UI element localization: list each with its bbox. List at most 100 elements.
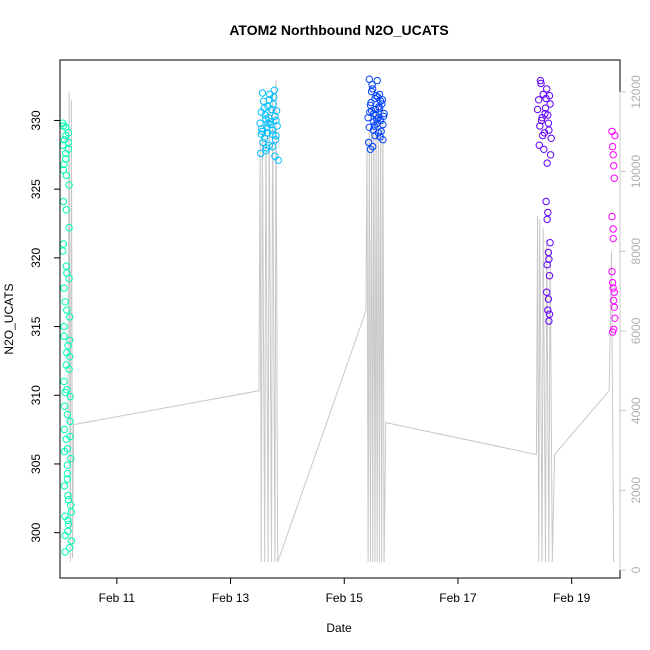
data-point [537, 79, 545, 88]
data-point [67, 537, 76, 545]
data-point [546, 100, 554, 108]
series-4 [533, 76, 555, 325]
data-point [373, 115, 381, 123]
data-point [546, 239, 554, 247]
data-point [259, 138, 267, 147]
data-point [366, 145, 375, 154]
data-point [271, 136, 280, 144]
data-point [541, 109, 549, 118]
data-point [610, 288, 618, 296]
data-point [379, 136, 387, 144]
data-point [62, 361, 71, 369]
data-point [62, 435, 71, 443]
data-point [367, 98, 375, 107]
y-tick-label: 310 [29, 385, 43, 405]
data-point [63, 461, 72, 469]
data-point [545, 126, 553, 134]
data-point [374, 114, 383, 122]
data-point [270, 86, 278, 94]
data-point [264, 114, 273, 122]
data-point [373, 76, 381, 85]
y2-tick-label: 2000 [629, 477, 643, 504]
data-point [272, 131, 280, 140]
data-point [544, 295, 553, 303]
data-point [62, 206, 71, 214]
plot-frame [59, 59, 621, 579]
data-point [67, 508, 76, 516]
data-point [545, 92, 554, 100]
y-tick-label: 315 [29, 316, 43, 336]
series-1 [59, 119, 76, 556]
data-point [60, 136, 69, 144]
data-point [543, 159, 551, 167]
data-point [375, 104, 384, 112]
data-point [544, 119, 553, 127]
series-5 [608, 127, 619, 336]
data-point [608, 212, 616, 221]
data-point [59, 240, 68, 248]
data-point [64, 129, 73, 137]
data-point [540, 145, 548, 154]
y2-tick-label: 12000 [629, 75, 643, 109]
data-point [609, 284, 617, 292]
data-point [365, 75, 373, 83]
data-point [611, 314, 619, 322]
data-point [64, 496, 73, 504]
data-point [610, 162, 618, 170]
data-point [63, 269, 71, 277]
data-point [379, 112, 388, 121]
data-point [61, 298, 69, 306]
data-point [609, 151, 617, 159]
x-axis: Feb 11 Feb 13 Feb 15 Feb 17 Feb 19 [99, 577, 591, 605]
data-point [545, 310, 554, 318]
x-tick-label: Feb 19 [553, 591, 591, 605]
data-point [376, 97, 385, 105]
data-point [60, 482, 69, 490]
data-point [372, 92, 380, 100]
data-point [608, 278, 617, 287]
series-2 [256, 86, 282, 165]
data-point [66, 313, 74, 321]
data-point [272, 107, 281, 115]
data-point [543, 215, 551, 224]
data-point [268, 130, 277, 138]
data-point [269, 100, 277, 108]
data-point [262, 147, 270, 155]
x-tick-label: Feb 15 [326, 591, 364, 605]
data-point [264, 119, 272, 127]
data-point [533, 105, 542, 114]
data-point [366, 101, 375, 110]
data-point [544, 208, 552, 217]
secondary-y-axis: 0 2000 4000 6000 8000 10000 12000 [619, 75, 643, 573]
chart-title: ATOM2 Northbound N2O_UCATS [229, 22, 448, 38]
y2-tick-label: 0 [629, 566, 643, 573]
data-point [63, 445, 72, 453]
data-point [258, 125, 266, 133]
data-point [60, 425, 69, 434]
x-tick-label: Feb 13 [212, 591, 250, 605]
series-3 [364, 75, 388, 154]
data-point [60, 332, 68, 340]
data-point [59, 247, 67, 255]
data-point [64, 520, 73, 529]
data-point [60, 377, 68, 386]
data-point [66, 336, 74, 344]
data-point [541, 104, 550, 112]
x-tick-label: Feb 11 [99, 591, 136, 605]
data-point [610, 303, 618, 311]
data-point [370, 109, 378, 118]
data-point [64, 527, 72, 535]
data-point [60, 284, 68, 292]
data-point [260, 104, 268, 112]
data-point [61, 548, 69, 556]
y-axis: 300 305 310 315 320 325 330 [29, 110, 61, 543]
data-point [545, 317, 553, 325]
data-point [59, 197, 68, 206]
y-tick-label: 300 [29, 522, 43, 542]
data-point [373, 119, 381, 127]
x-tick-label: Feb 17 [439, 591, 477, 605]
data-point [268, 142, 277, 151]
data-point [544, 306, 552, 314]
data-point [64, 516, 72, 524]
